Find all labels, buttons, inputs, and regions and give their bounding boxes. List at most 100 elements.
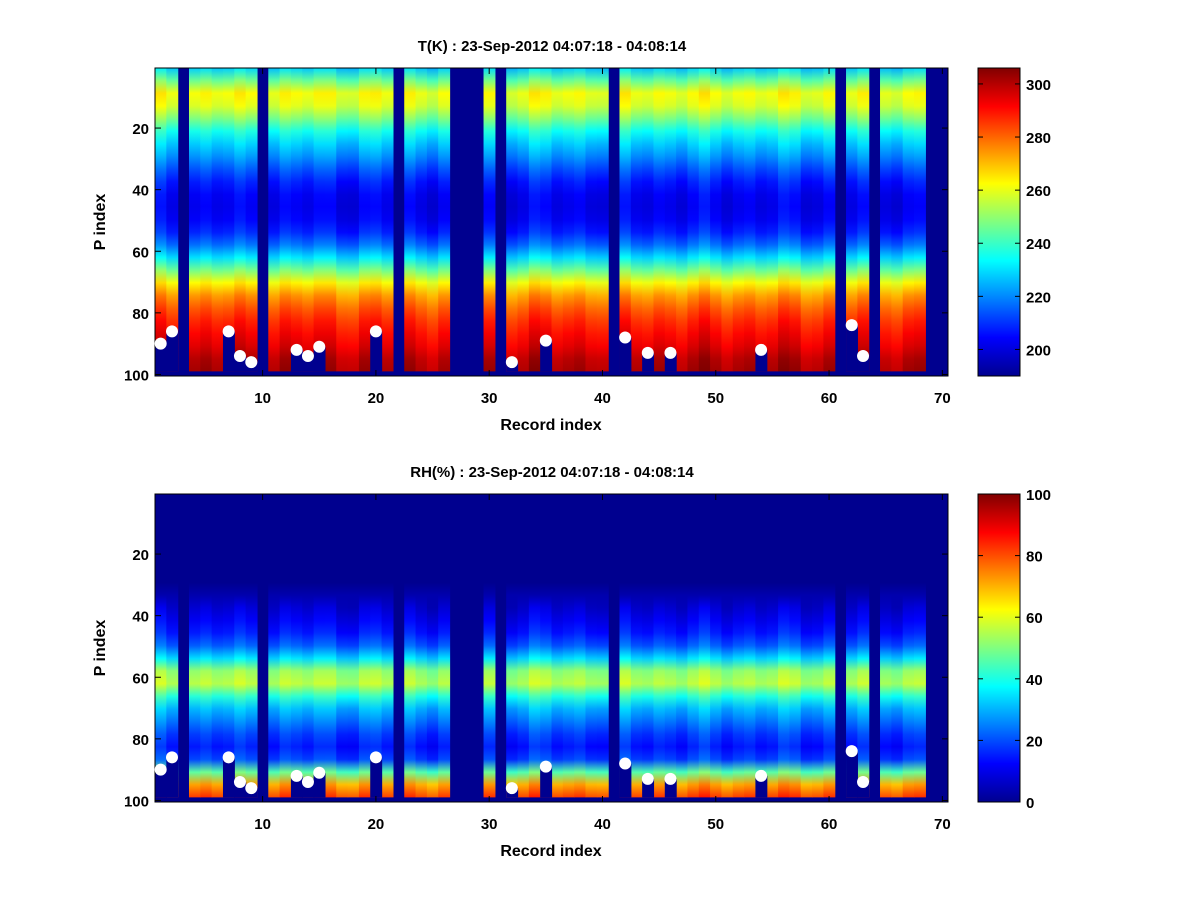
record-column	[415, 494, 428, 798]
below-surface-block	[846, 325, 858, 372]
record-column	[642, 494, 655, 798]
below-surface-block	[664, 352, 677, 372]
record-column	[517, 68, 530, 372]
record-column	[755, 494, 768, 798]
record-column	[426, 68, 439, 372]
record-column	[438, 68, 451, 372]
colorbar-tick-label: 40	[1026, 672, 1043, 689]
x-tick-label: 20	[368, 390, 385, 407]
record-column	[347, 494, 360, 798]
record-column	[562, 68, 575, 372]
below-surface-block	[222, 757, 235, 798]
surface-marker	[245, 356, 258, 369]
surface-marker	[539, 334, 552, 347]
record-column	[789, 68, 802, 372]
temperature-y-ticks: 20 40 60 80 100	[124, 121, 948, 384]
record-column	[800, 68, 813, 372]
record-column	[891, 68, 904, 372]
record-column	[245, 68, 258, 372]
surface-marker	[369, 751, 382, 764]
record-column	[188, 494, 201, 798]
record-column	[800, 494, 813, 798]
record-column	[823, 494, 836, 798]
temperature-heatmap	[155, 68, 948, 376]
record-column	[358, 68, 371, 372]
surface-marker	[641, 772, 654, 785]
record-column	[744, 494, 757, 798]
record-column	[812, 68, 824, 372]
record-column	[551, 68, 564, 372]
record-column	[404, 68, 417, 372]
temperature-x-label: Record index	[500, 417, 601, 434]
record-column	[302, 68, 315, 372]
x-tick-label: 60	[821, 816, 838, 833]
surface-marker	[245, 782, 258, 795]
below-surface-block	[857, 781, 870, 798]
below-surface-block	[234, 355, 247, 372]
record-column	[381, 494, 394, 798]
record-column	[596, 494, 609, 798]
below-surface-block	[155, 769, 167, 798]
record-column	[880, 68, 892, 372]
record-column	[812, 494, 824, 798]
record-column	[574, 494, 587, 798]
surface-marker	[664, 772, 677, 785]
surface-marker	[290, 769, 303, 782]
colorbar-tick-label: 200	[1026, 342, 1051, 359]
temperature-surface-markers	[154, 319, 870, 369]
surface-marker	[857, 349, 870, 362]
record-column	[517, 494, 530, 798]
humidity-x-label: Record index	[500, 843, 601, 860]
record-column	[302, 494, 315, 798]
surface-marker	[755, 769, 768, 782]
below-surface-block	[846, 751, 858, 798]
below-surface-block	[755, 775, 768, 798]
x-tick-label: 30	[481, 390, 498, 407]
colorbar-tick-label: 60	[1026, 610, 1043, 627]
humidity-y-ticks: 20 40 60 80 100	[124, 547, 948, 810]
record-column	[551, 494, 564, 798]
below-surface-block	[290, 349, 303, 372]
colorbar-tick-label: 240	[1026, 236, 1051, 253]
record-column	[766, 68, 779, 372]
x-tick-label: 40	[594, 390, 611, 407]
record-column	[619, 68, 632, 372]
temperature-panel: T(K) : 23-Sep-2012 04:07:18 - 04:08:14 1…	[92, 38, 1051, 434]
humidity-heatmap	[155, 494, 948, 802]
below-surface-block	[642, 778, 655, 798]
colorbar-tick-label: 220	[1026, 289, 1051, 306]
below-surface-block	[857, 355, 870, 372]
record-column	[698, 494, 711, 798]
record-column	[766, 494, 779, 798]
below-surface-block	[755, 349, 768, 372]
record-column	[347, 68, 360, 372]
below-surface-block	[540, 340, 553, 372]
colorbar-gradient	[977, 67, 1021, 377]
surface-marker	[313, 766, 326, 779]
temperature-axes-frame	[154, 67, 949, 377]
record-column	[188, 68, 201, 372]
record-column	[778, 494, 790, 798]
x-tick-label: 60	[821, 390, 838, 407]
x-tick-label: 30	[481, 816, 498, 833]
humidity-surface-markers	[154, 745, 870, 795]
x-tick-label: 40	[594, 816, 611, 833]
record-column	[732, 68, 745, 372]
record-column	[540, 494, 553, 798]
surface-marker	[619, 757, 632, 770]
surface-marker	[664, 346, 677, 359]
humidity-x-ticks: 10 20 30 40 50 60 70	[254, 494, 951, 833]
surface-marker	[301, 349, 314, 362]
record-column	[506, 68, 519, 372]
record-column	[630, 494, 643, 798]
x-tick-label: 20	[368, 816, 385, 833]
below-surface-block	[234, 781, 247, 798]
record-column	[211, 494, 224, 798]
temperature-colorbar: 200 220 240 260 280 300	[977, 67, 1051, 377]
record-column	[222, 494, 235, 798]
record-column	[902, 68, 915, 372]
x-tick-label: 50	[707, 390, 724, 407]
record-column	[370, 68, 383, 372]
colorbar-tick-label: 300	[1026, 77, 1051, 94]
record-column	[336, 68, 349, 372]
